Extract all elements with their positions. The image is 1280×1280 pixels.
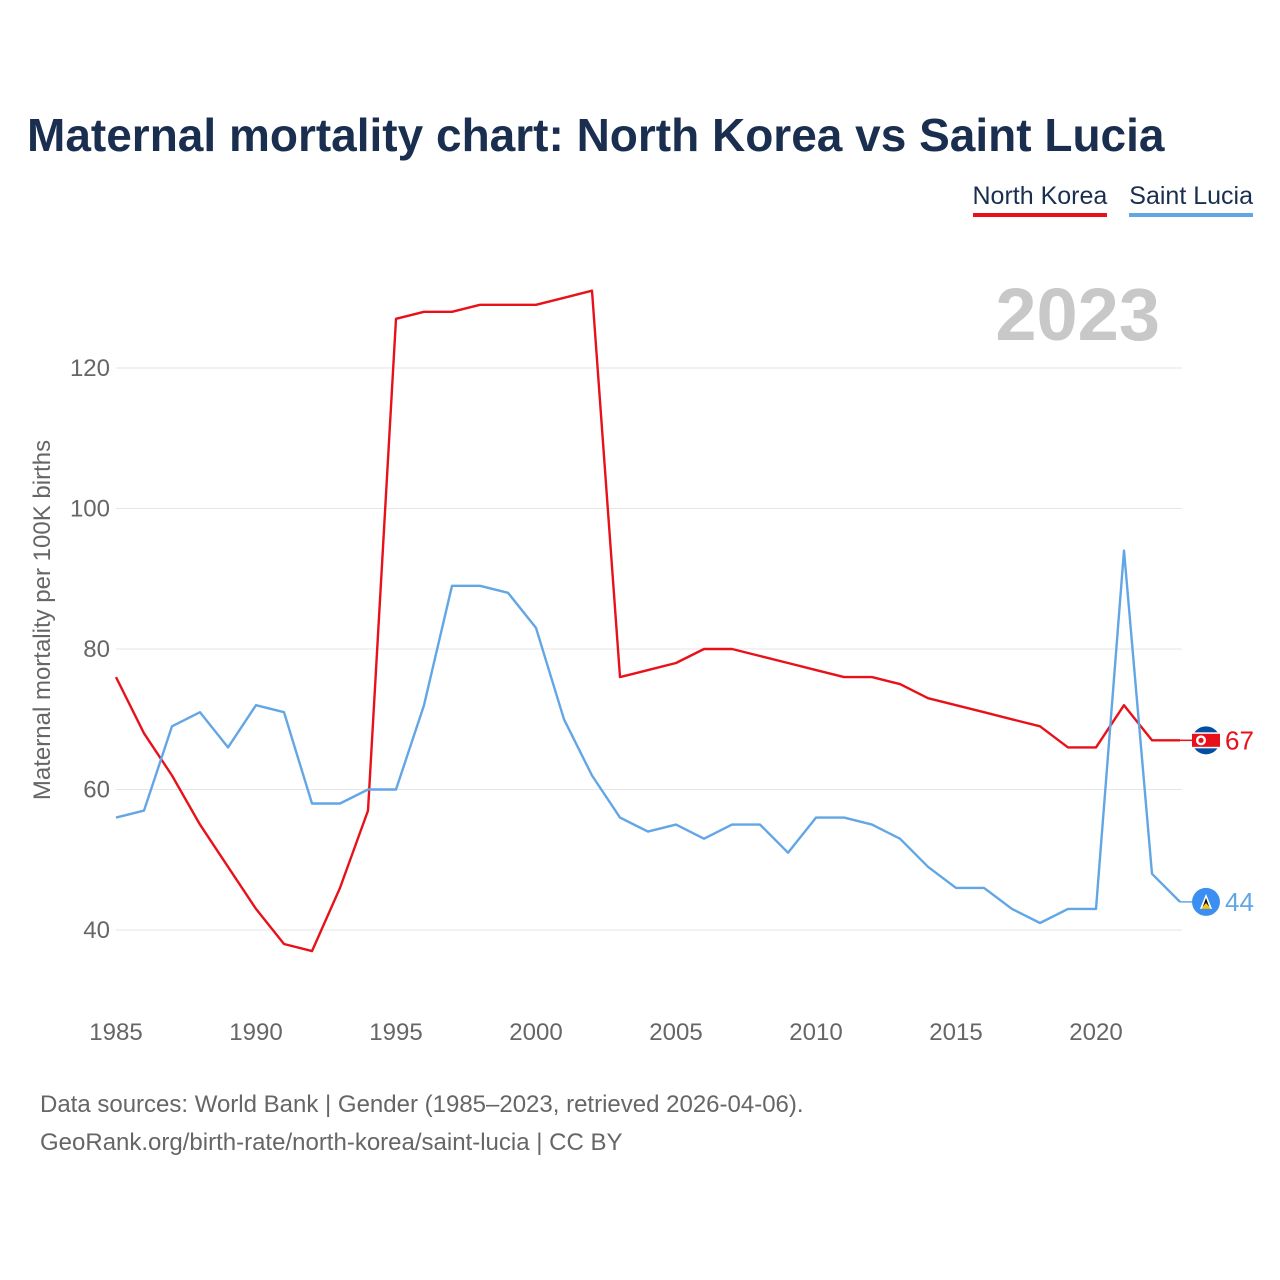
series-group — [114, 289, 1181, 953]
y-axis-ticks: 40 60 80 100 120 — [70, 355, 110, 944]
saint-lucia-flag-icon — [1192, 887, 1220, 916]
y-tick-label-120: 120 — [70, 355, 110, 382]
x-tick-label-2015: 2015 — [929, 1019, 982, 1046]
x-tick-label-1990: 1990 — [229, 1019, 282, 1046]
footer: Data sources: World Bank | Gender (1985–… — [40, 1086, 804, 1162]
x-tick-label-1985: 1985 — [89, 1019, 142, 1046]
y-tick-label-80: 80 — [83, 636, 110, 663]
series-line-north-korea[interactable] — [114, 289, 1180, 953]
end-value-label-north-korea: 67 — [1225, 725, 1254, 755]
x-tick-label-2000: 2000 — [509, 1019, 562, 1046]
line-chart: 2023 40 60 80 100 120 1985 1990 1995 2000 2005 20… — [29, 273, 1254, 1046]
north-korea-flag-icon — [1192, 726, 1220, 755]
y-tick-label-100: 100 — [70, 496, 110, 523]
x-tick-label-2005: 2005 — [649, 1019, 702, 1046]
end-value-label-saint-lucia: 44 — [1225, 887, 1254, 917]
legend-saint-lucia[interactable]: Saint Lucia — [1129, 182, 1253, 217]
y-axis-label: Maternal mortality per 100K births — [29, 440, 56, 800]
chart-title: Maternal mortality chart: North Korea vs… — [27, 109, 1165, 161]
year-watermark: 2023 — [995, 273, 1160, 356]
legend-north-korea[interactable]: North Korea — [972, 182, 1108, 217]
x-tick-label-2020: 2020 — [1069, 1019, 1122, 1046]
x-axis-ticks: 1985 1990 1995 2000 2005 2010 2015 2020 — [89, 1019, 1122, 1046]
end-markers: 67 44 — [1180, 725, 1254, 917]
y-tick-label-60: 60 — [83, 777, 110, 804]
y-tick-label-40: 40 — [83, 917, 110, 944]
x-tick-label-2010: 2010 — [789, 1019, 842, 1046]
grid-lines — [116, 367, 1182, 931]
series-line-saint-lucia[interactable] — [115, 549, 1181, 925]
legend: North Korea Saint Lucia — [972, 182, 1253, 217]
data-source-text: Data sources: World Bank | Gender (1985–… — [40, 1091, 804, 1118]
source-link[interactable]: GeoRank.org/birth-rate/north-korea/saint… — [40, 1129, 623, 1156]
x-tick-label-1995: 1995 — [369, 1019, 422, 1046]
